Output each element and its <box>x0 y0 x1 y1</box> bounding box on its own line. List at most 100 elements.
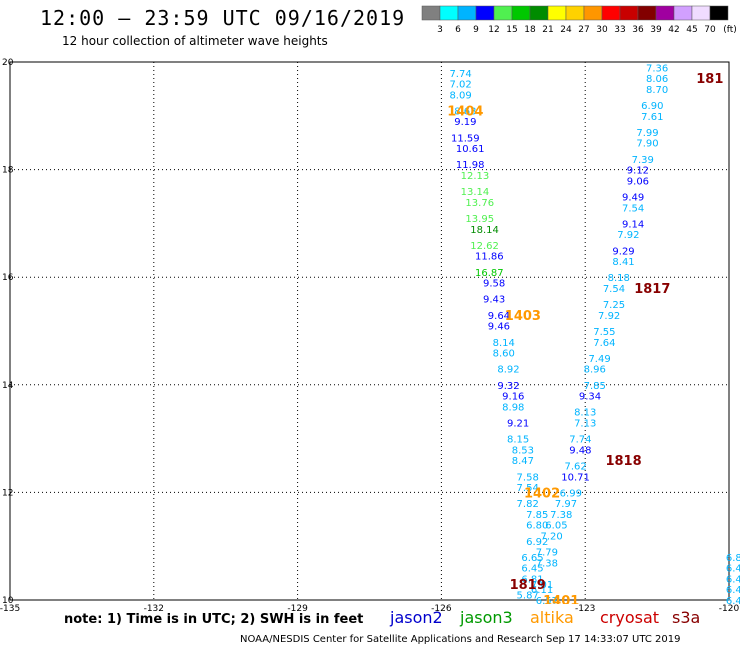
wave-height-value: 11.59 <box>451 133 480 144</box>
wave-height-value: 9.34 <box>579 392 601 403</box>
wave-height-value: 18.14 <box>470 225 499 236</box>
wave-height-value: 8.47 <box>512 456 534 467</box>
wave-height-value: 6.57 <box>536 596 558 607</box>
wave-height-value: 7.97 <box>555 499 577 510</box>
wave-height-value: 8.96 <box>584 365 606 376</box>
color-scale-tick: 45 <box>686 25 697 35</box>
credit-line: NOAA/NESDIS Center for Satellite Applica… <box>240 634 681 645</box>
color-scale-tick: 6 <box>455 25 461 35</box>
wave-height-value: 7.85 <box>584 381 606 392</box>
wave-height-value: 9.48 <box>569 445 591 456</box>
satellite-label-altika: altika <box>530 608 574 627</box>
x-tick-label: -123 <box>575 604 595 614</box>
wave-height-value: 8.15 <box>507 435 529 446</box>
color-scale-tick: 27 <box>578 25 589 35</box>
wave-height-value: 7.38 <box>550 510 572 521</box>
wave-height-value: 9.21 <box>507 418 529 429</box>
wave-height-value: 9.64 <box>488 311 510 322</box>
wave-height-value: 10.61 <box>456 144 485 155</box>
color-scale-tick: 33 <box>614 25 625 35</box>
wave-height-value: 10.71 <box>561 472 590 483</box>
wave-height-value: 7.64 <box>593 338 615 349</box>
track-time-label: 1818 <box>605 454 641 469</box>
footer-note: note: 1) Time is in UTC; 2) SWH is in fe… <box>64 612 364 627</box>
y-tick-label: 18 <box>2 166 14 176</box>
wave-height-value: 8.92 <box>497 365 519 376</box>
wave-height-value: 6.92 <box>526 537 548 548</box>
x-tick-label: -132 <box>144 604 164 614</box>
color-scale-tick: 12 <box>488 25 499 35</box>
y-tick-label: 12 <box>2 488 13 498</box>
wave-height-value: 7.58 <box>517 472 539 483</box>
color-scale-legend: 3 6 9 12 15 18 21 24 27 30 33 36 39 42 45 70 (ft) <box>421 5 737 35</box>
plot-frame <box>9 61 730 601</box>
wave-height-value: 7.39 <box>632 155 654 166</box>
wave-height-value: 8.14 <box>493 338 515 349</box>
color-scale-tick: 18 <box>524 25 536 35</box>
wave-height-value: 6.65 <box>521 553 543 564</box>
y-tick-label: 14 <box>2 381 14 391</box>
data-layer: 7.747.028.098.639.1911.5910.6111.9812.13… <box>447 63 740 607</box>
x-tick-label: -129 <box>287 604 308 614</box>
wave-height-value: 7.85 <box>526 510 548 521</box>
wave-height-value: 7.92 <box>617 230 639 241</box>
wave-height-value: 7.79 <box>536 548 558 559</box>
track-time-label: 1402 <box>524 486 560 501</box>
color-scale-tick: 70 <box>704 25 716 35</box>
wave-height-value: 8.70 <box>646 85 668 96</box>
wave-height-value: 9.06 <box>627 176 649 187</box>
wave-height-value: 7.36 <box>646 63 668 74</box>
wave-height-value: 9.16 <box>502 392 524 403</box>
satellite-label-jason3: jason3 <box>460 608 513 627</box>
wave-height-value: 7.25 <box>603 300 625 311</box>
wave-height-value: 7.99 <box>636 128 658 139</box>
wave-height-value: 9.19 <box>454 117 476 128</box>
wave-height-value: 11.98 <box>456 160 485 171</box>
wave-height-value: 9.12 <box>627 166 649 177</box>
track-time-label: 1404 <box>447 104 483 119</box>
color-scale-tick: 42 <box>668 25 679 35</box>
wave-height-value: 7.55 <box>593 327 615 338</box>
wave-height-value: 9.58 <box>483 279 505 290</box>
x-tick-label: -126 <box>431 604 452 614</box>
wave-height-value: 13.14 <box>461 187 490 198</box>
color-scale-tick: 9 <box>473 25 479 35</box>
wave-height-value: 7.74 <box>569 435 591 446</box>
wave-height-value: 9.14 <box>622 219 644 230</box>
track-time-label: 1817 <box>634 282 670 297</box>
wave-height-value: 8.18 <box>608 273 630 284</box>
wave-height-value: 8.63 <box>454 106 476 117</box>
wave-height-value: 13.95 <box>465 214 494 225</box>
color-scale-tick: 15 <box>506 25 517 35</box>
wave-height-value: 8.53 <box>512 445 534 456</box>
wave-height-value: 6.90 <box>641 101 663 112</box>
wave-height-value: 6.4 <box>726 574 740 585</box>
x-tick-label: -120 <box>719 604 740 614</box>
wave-height-value: 8.41 <box>612 257 634 268</box>
y-tick-label: 16 <box>2 273 14 283</box>
track-time-label: 1403 <box>505 309 541 324</box>
color-scale-tick: 3 <box>437 25 443 35</box>
color-scale-tick: 21 <box>542 25 553 35</box>
wave-height-value: 7.54 <box>603 284 625 295</box>
wave-height-value: 6.05 <box>545 521 567 532</box>
wave-height-value: 7.49 <box>588 354 610 365</box>
wave-height-value: 12.62 <box>470 241 499 252</box>
wave-height-value: 5.87 <box>517 591 539 602</box>
wave-height-value: 8.09 <box>449 90 471 101</box>
wave-height-value: 7.82 <box>517 499 539 510</box>
color-scale-tick: 30 <box>596 25 608 35</box>
x-tick-label: -135 <box>0 604 20 614</box>
wave-height-value: 12.13 <box>461 171 490 182</box>
color-scale-tick: 39 <box>650 25 662 35</box>
wave-height-value: 9.29 <box>612 246 634 257</box>
wave-height-value: 13.76 <box>465 198 494 209</box>
color-swatch <box>709 5 729 21</box>
wave-height-value: 7.92 <box>598 311 620 322</box>
color-scale-tick: 24 <box>560 25 572 35</box>
wave-height-value: 7.74 <box>449 69 471 80</box>
wave-height-value: 7.54 <box>622 203 644 214</box>
wave-height-value: 16.87 <box>475 268 504 279</box>
y-tick-label: 10 <box>2 596 14 606</box>
page-subtitle: 12 hour collection of altimeter wave hei… <box>62 34 328 48</box>
